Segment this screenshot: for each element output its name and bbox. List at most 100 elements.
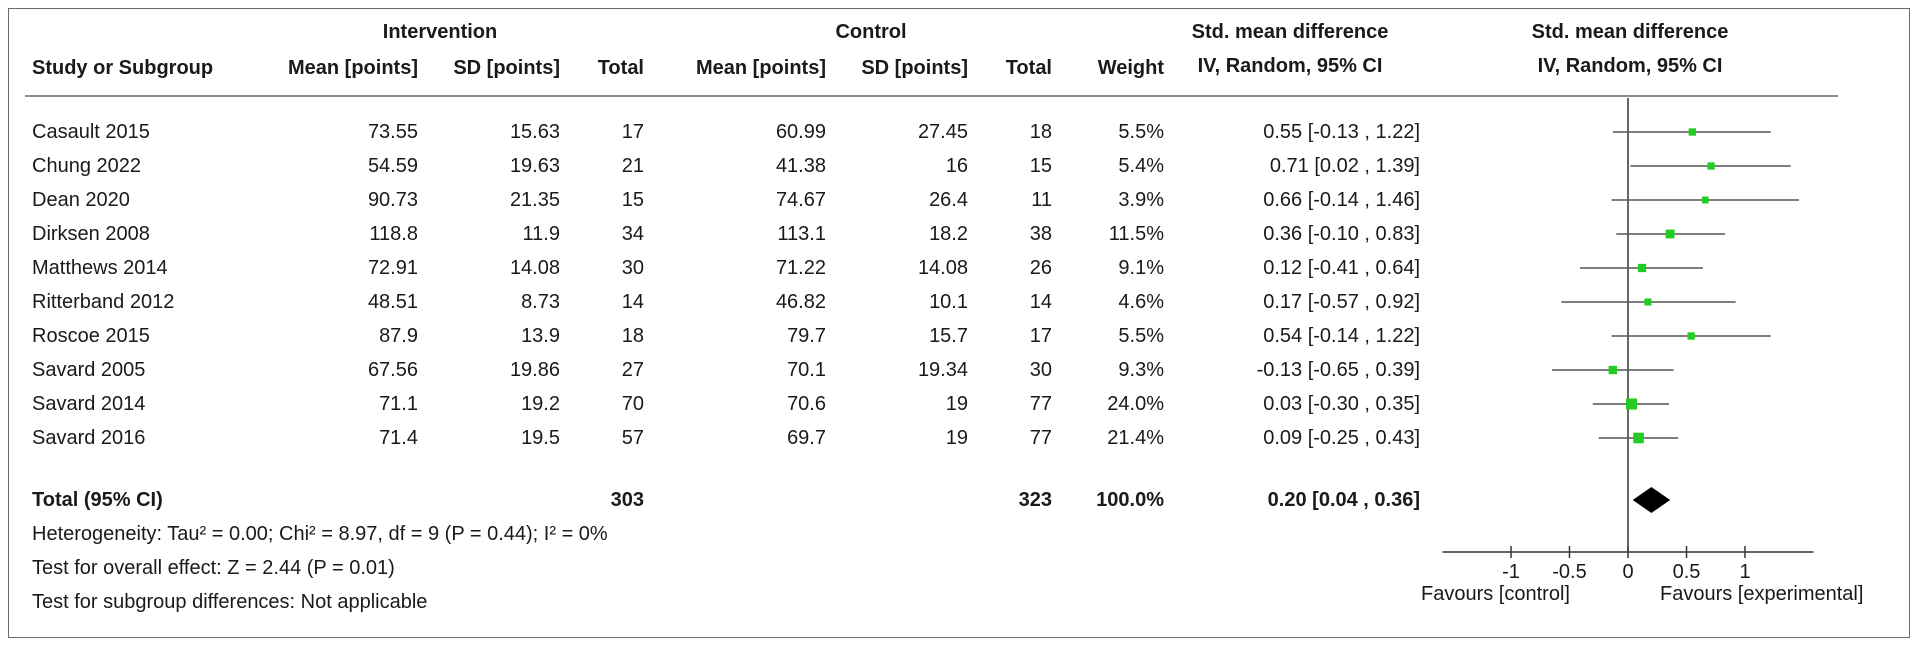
ctl-mean: 74.67 bbox=[775, 189, 826, 211]
study-name: Chung 2022 bbox=[32, 155, 141, 177]
weight: 3.9% bbox=[1118, 189, 1164, 211]
col-header-ctl-sd: SD [points] bbox=[861, 57, 968, 79]
x-tick-label: 0.5 bbox=[1673, 561, 1701, 583]
ctl-mean: 69.7 bbox=[787, 427, 826, 449]
int-total: 34 bbox=[621, 223, 644, 245]
ctl-mean: 46.82 bbox=[775, 291, 826, 313]
col-header-ctl-mean: Mean [points] bbox=[696, 57, 826, 79]
ci-text: 0.17 [-0.57 , 0.92] bbox=[1263, 291, 1420, 313]
int-sd: 19.5 bbox=[521, 427, 560, 449]
overall-effect-text: Test for overall effect: Z = 2.44 (P = 0… bbox=[32, 557, 395, 579]
total-ci-text: 0.20 [0.04 , 0.36] bbox=[1267, 489, 1420, 511]
heterogeneity-text: Heterogeneity: Tau² = 0.00; Chi² = 8.97,… bbox=[32, 523, 608, 545]
int-mean: 67.56 bbox=[367, 359, 418, 381]
point-estimate bbox=[1707, 162, 1715, 170]
x-tick-label: 0 bbox=[1622, 561, 1633, 583]
subgroup-text: Test for subgroup differences: Not appli… bbox=[32, 591, 428, 613]
col-header-int-mean: Mean [points] bbox=[288, 57, 418, 79]
ctl-sd: 18.2 bbox=[929, 223, 968, 245]
ctl-total: 30 bbox=[1029, 359, 1052, 381]
x-tick-label: 1 bbox=[1739, 561, 1750, 583]
ctl-mean: 70.1 bbox=[787, 359, 826, 381]
ci-text: 0.09 [-0.25 , 0.43] bbox=[1263, 427, 1420, 449]
total-label: Total (95% CI) bbox=[32, 489, 163, 511]
int-mean: 73.55 bbox=[367, 121, 418, 143]
int-mean: 48.51 bbox=[367, 291, 418, 313]
col-header-int-sd: SD [points] bbox=[453, 57, 560, 79]
weight: 5.5% bbox=[1118, 325, 1164, 347]
ci-text: 0.03 [-0.30 , 0.35] bbox=[1263, 393, 1420, 415]
study-name: Dean 2020 bbox=[32, 189, 130, 211]
ctl-total: 18 bbox=[1029, 121, 1052, 143]
point-estimate bbox=[1637, 263, 1647, 273]
ctl-total: 77 bbox=[1029, 427, 1052, 449]
weight: 9.1% bbox=[1118, 257, 1164, 279]
weight: 24.0% bbox=[1107, 393, 1164, 415]
col-header-int-total: Total bbox=[597, 57, 644, 79]
ci-text: -0.13 [-0.65 , 0.39] bbox=[1256, 359, 1420, 381]
ctl-total: 38 bbox=[1029, 223, 1052, 245]
point-estimate bbox=[1626, 398, 1638, 410]
ci-text: 0.71 [0.02 , 1.39] bbox=[1269, 155, 1420, 177]
weight: 4.6% bbox=[1118, 291, 1164, 313]
study-name: Matthews 2014 bbox=[32, 257, 168, 279]
study-name: Ritterband 2012 bbox=[32, 291, 175, 313]
int-sd: 21.35 bbox=[509, 189, 560, 211]
point-estimate bbox=[1701, 196, 1709, 204]
plot-title-line1: Std. mean difference bbox=[1531, 21, 1729, 43]
ctl-total: 15 bbox=[1029, 155, 1052, 177]
ctl-mean: 60.99 bbox=[775, 121, 826, 143]
weight: 9.3% bbox=[1118, 359, 1164, 381]
int-total: 70 bbox=[621, 393, 644, 415]
study-name: Roscoe 2015 bbox=[32, 325, 150, 347]
effect-title-line1: Std. mean difference bbox=[1191, 21, 1389, 43]
ctl-sd: 14.08 bbox=[917, 257, 968, 279]
ctl-total: 26 bbox=[1029, 257, 1052, 279]
point-estimate bbox=[1608, 365, 1617, 375]
group-intervention-label: Intervention bbox=[382, 21, 498, 43]
point-estimate bbox=[1687, 332, 1695, 340]
int-sd: 14.08 bbox=[509, 257, 560, 279]
int-total: 21 bbox=[621, 155, 644, 177]
int-mean: 54.59 bbox=[367, 155, 418, 177]
int-sd: 15.63 bbox=[509, 121, 560, 143]
ci-text: 0.12 [-0.41 , 0.64] bbox=[1263, 257, 1420, 279]
study-name: Savard 2005 bbox=[32, 359, 146, 381]
int-mean: 71.4 bbox=[379, 427, 418, 449]
ctl-sd: 15.7 bbox=[929, 325, 968, 347]
int-total: 30 bbox=[621, 257, 644, 279]
point-estimate bbox=[1633, 432, 1644, 444]
weight: 5.5% bbox=[1118, 121, 1164, 143]
ci-text: 0.55 [-0.13 , 1.22] bbox=[1263, 121, 1420, 143]
ctl-sd: 19.34 bbox=[917, 359, 968, 381]
ctl-total: 11 bbox=[1031, 189, 1052, 211]
col-header-ctl-total: Total bbox=[1005, 57, 1052, 79]
int-mean: 90.73 bbox=[367, 189, 418, 211]
ctl-sd: 27.45 bbox=[917, 121, 968, 143]
ctl-mean: 113.1 bbox=[777, 223, 826, 245]
ctl-sd: 26.4 bbox=[929, 189, 968, 211]
int-mean: 118.8 bbox=[369, 223, 418, 245]
favours-control-label: Favours [control] bbox=[1421, 583, 1570, 605]
int-sd: 19.63 bbox=[509, 155, 560, 177]
col-header-study: Study or Subgroup bbox=[32, 57, 214, 79]
weight: 21.4% bbox=[1107, 427, 1164, 449]
forest-plot-frame bbox=[8, 8, 1910, 638]
study-name: Dirksen 2008 bbox=[32, 223, 150, 245]
total-ctl-total: 323 bbox=[1018, 489, 1052, 511]
ci-text: 0.36 [-0.10 , 0.83] bbox=[1263, 223, 1420, 245]
pooled-diamond bbox=[1632, 487, 1671, 513]
study-name: Casault 2015 bbox=[32, 121, 150, 143]
ctl-sd: 19 bbox=[945, 427, 968, 449]
effect-title-line2: IV, Random, 95% CI bbox=[1197, 55, 1383, 77]
int-total: 27 bbox=[621, 359, 644, 381]
ctl-sd: 19 bbox=[945, 393, 968, 415]
plot-title-line2: IV, Random, 95% CI bbox=[1537, 55, 1723, 77]
int-mean: 87.9 bbox=[379, 325, 418, 347]
ctl-total: 77 bbox=[1029, 393, 1052, 415]
ctl-total: 17 bbox=[1029, 325, 1052, 347]
ctl-sd: 10.1 bbox=[929, 291, 968, 313]
col-header-weight: Weight bbox=[1097, 57, 1164, 79]
weight: 5.4% bbox=[1118, 155, 1164, 177]
